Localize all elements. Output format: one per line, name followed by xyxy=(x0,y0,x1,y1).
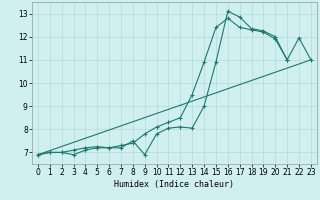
X-axis label: Humidex (Indice chaleur): Humidex (Indice chaleur) xyxy=(115,180,234,189)
